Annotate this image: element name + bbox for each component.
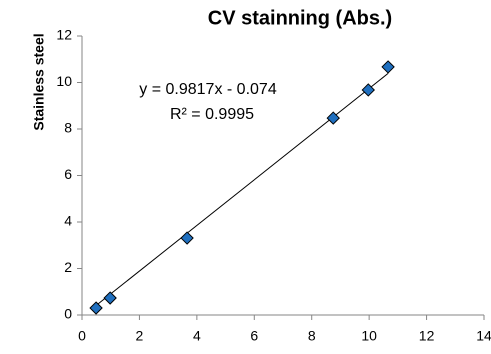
chart-title: CV stainning (Abs.) xyxy=(208,7,392,29)
y-axis-label: Stainless steel xyxy=(31,33,47,130)
x-tick-label: 6 xyxy=(250,328,258,344)
data-point xyxy=(381,60,395,74)
x-tick-label: 4 xyxy=(193,328,201,344)
y-tick-label: 4 xyxy=(64,213,72,229)
x-tick-label: 12 xyxy=(419,328,435,344)
x-tick-label: 10 xyxy=(361,328,377,344)
x-tick-label: 8 xyxy=(308,328,316,344)
x-tick-label: 14 xyxy=(476,328,491,344)
y-tick-label: 2 xyxy=(64,259,72,275)
y-tick-label: 8 xyxy=(64,120,72,136)
data-point xyxy=(89,301,103,315)
trendline xyxy=(95,73,389,306)
equation: y = 0.9817x - 0.074 xyxy=(139,81,277,98)
y-tick-label: 12 xyxy=(56,27,72,43)
y-tick-label: 0 xyxy=(64,306,72,322)
x-tick-label: 2 xyxy=(136,328,144,344)
data-point xyxy=(361,83,375,97)
data-point xyxy=(180,231,194,245)
data-point xyxy=(103,291,117,305)
data-point xyxy=(326,111,340,125)
r-squared: R² = 0.9995 xyxy=(170,106,254,123)
y-tick-label: 10 xyxy=(56,73,72,89)
x-tick-label: 0 xyxy=(78,328,86,344)
y-tick-label: 6 xyxy=(64,166,72,182)
